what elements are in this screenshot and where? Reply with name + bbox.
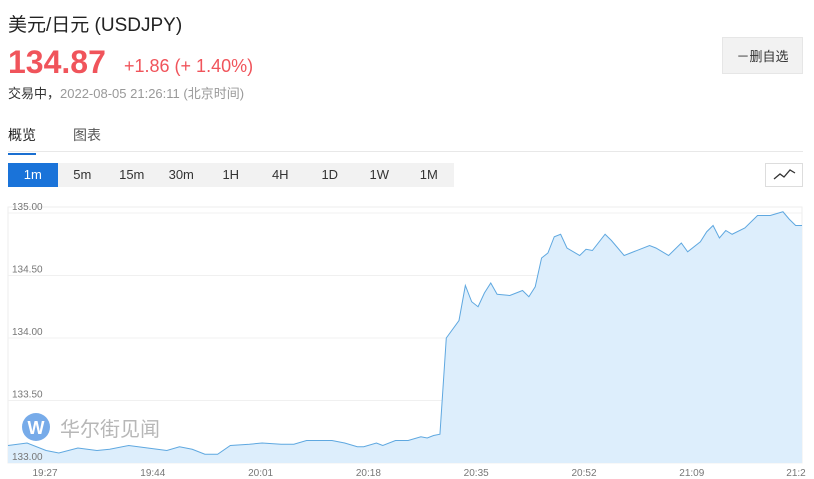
last-price: 134.87 xyxy=(8,44,106,80)
remove-watchlist-button[interactable]: －删自选 xyxy=(722,37,803,74)
line-chart-icon xyxy=(773,169,796,180)
tab-overview[interactable]: 概览 xyxy=(8,125,36,155)
x-tick-label: 20:52 xyxy=(571,468,596,479)
y-tick-label: 134.00 xyxy=(12,327,43,338)
trading-status: 交易中，2022-08-05 21:26:11 (北京时间) xyxy=(8,83,244,102)
range-30m[interactable]: 30m xyxy=(168,167,194,182)
y-tick-label: 133.50 xyxy=(12,390,43,401)
range-15m[interactable]: 15m xyxy=(119,167,145,182)
x-tick-label: 20:01 xyxy=(248,468,273,479)
watermark-logo: W xyxy=(22,413,50,441)
tab-bar: 概览 图表 xyxy=(8,122,803,155)
tab-chart[interactable]: 图表 xyxy=(73,127,101,143)
y-tick-label: 135.00 xyxy=(12,202,43,213)
x-tick-label: 19:27 xyxy=(32,468,57,479)
timestamp: 2022-08-05 21:26:11 (北京时间) xyxy=(60,86,245,101)
range-1w[interactable]: 1W xyxy=(369,167,390,182)
y-tick-label: 133.00 xyxy=(12,452,43,463)
range-4h[interactable]: 4H xyxy=(271,167,289,182)
x-tick-label: 21:09 xyxy=(679,468,704,479)
watermark-text: 华尔街见闻 xyxy=(60,417,160,441)
x-tick-label: 20:35 xyxy=(464,468,489,479)
price-chart[interactable]: W 华尔街见闻 135.00 134.50 134.00 133.50 133.00 19:2… xyxy=(0,195,814,479)
time-range-selector: 1m 5m 15m 30m 1H 4H 1D 1W 1M xyxy=(8,163,454,187)
price-change: +1.86 (+ 1.40%) xyxy=(124,56,254,76)
x-tick-label: 20:18 xyxy=(356,468,381,479)
chart-type-button[interactable] xyxy=(765,163,803,187)
svg-text:W: W xyxy=(28,418,45,438)
y-tick-label: 134.50 xyxy=(12,265,43,276)
price-area xyxy=(8,211,802,463)
range-1d[interactable]: 1D xyxy=(321,167,339,182)
x-tick-label: 21:2 xyxy=(786,468,806,479)
status-text: 交易中， xyxy=(8,86,61,101)
range-1mo[interactable]: 1M xyxy=(419,167,438,182)
x-tick-label: 19:44 xyxy=(140,468,165,479)
price-line xyxy=(7,211,802,455)
range-5m[interactable]: 5m xyxy=(73,167,92,182)
instrument-title: 美元/日元 (USDJPY) xyxy=(8,15,183,36)
range-1m[interactable]: 1m xyxy=(8,163,58,187)
range-1h[interactable]: 1H xyxy=(222,167,240,182)
